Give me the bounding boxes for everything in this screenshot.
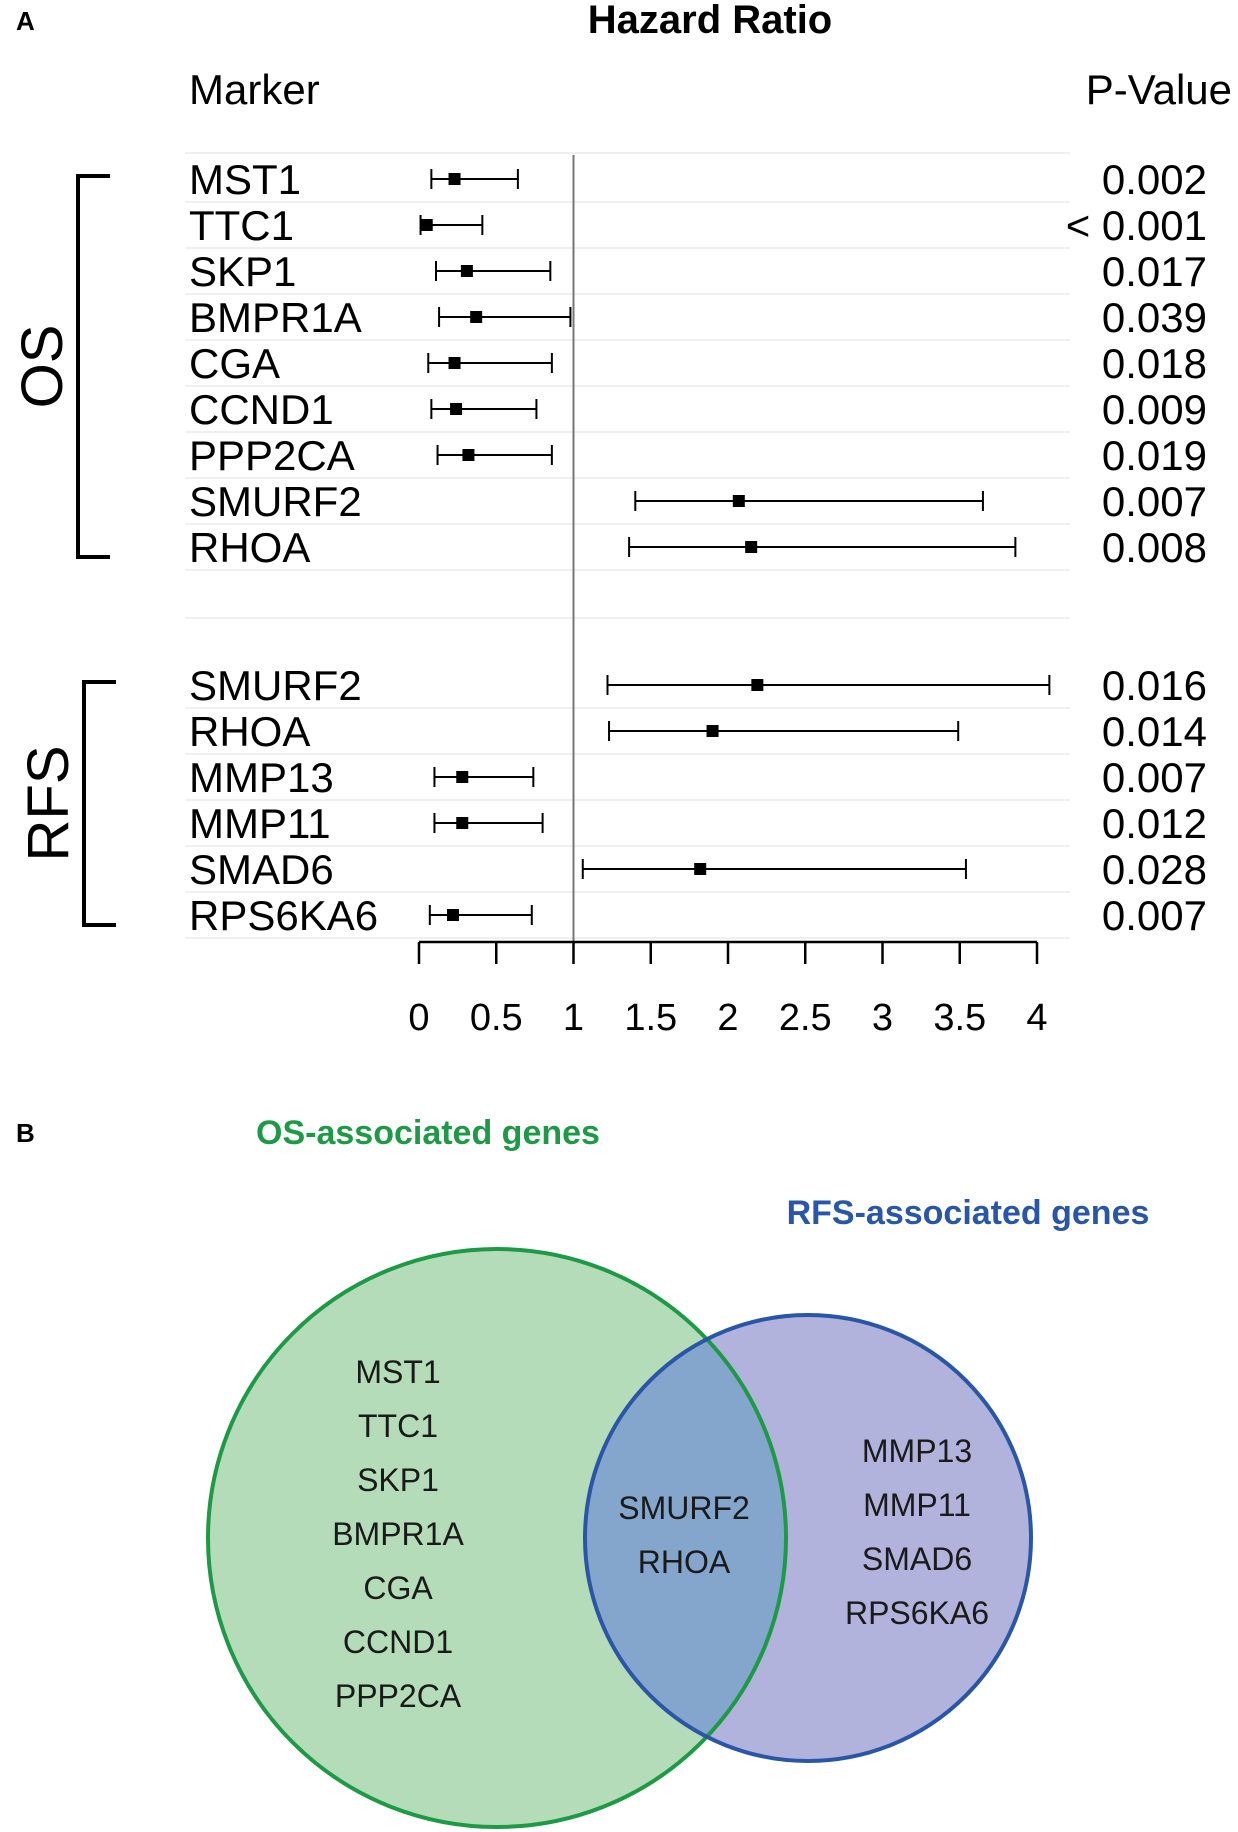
group-bracket — [76, 174, 110, 559]
venn-diagram-panel: B OS-associated genes RFS-associated gen… — [16, 1114, 1150, 1829]
venn-gene-label: SMAD6 — [862, 1541, 972, 1577]
venn-gene-label: CGA — [363, 1570, 433, 1606]
pvalue-label: 0.008 — [1102, 524, 1207, 571]
hr-point — [732, 495, 745, 507]
hr-point — [745, 541, 758, 553]
intersection-genes: SMURF2 RHOA — [618, 1490, 750, 1580]
marker-label: CGA — [189, 340, 280, 387]
marker-column-header: Marker — [189, 66, 320, 113]
hr-point — [694, 863, 707, 875]
os-only-genes: MST1 TTC1 SKP1 BMPR1A CGA CCND1 PPP2CA — [332, 1354, 464, 1714]
x-tick-label: 0 — [408, 997, 429, 1039]
marker-labels: MST1TTC1SKP1BMPR1ACGACCND1PPP2CASMURF2RH… — [189, 156, 378, 939]
pvalue-label: 0.007 — [1102, 478, 1207, 525]
pvalue-label: 0.007 — [1102, 754, 1207, 801]
x-tick-label: 1.5 — [624, 997, 677, 1039]
hr-point — [448, 173, 461, 185]
os-set-outline — [206, 1247, 788, 1829]
hr-point — [446, 909, 459, 921]
pvalue-label: 0.016 — [1102, 662, 1207, 709]
hr-point — [456, 817, 469, 829]
venn-gene-label: PPP2CA — [335, 1678, 462, 1714]
confidence-intervals — [419, 169, 1051, 925]
intersection-region — [585, 1315, 786, 1761]
hr-point — [456, 771, 469, 783]
x-tick-label: 3.5 — [933, 997, 986, 1039]
pvalue-label: 0.009 — [1102, 386, 1207, 433]
marker-label: MMP11 — [189, 800, 331, 847]
marker-label: RPS6KA6 — [189, 892, 378, 939]
panel-label-a: A — [16, 6, 35, 36]
marker-label: TTC1 — [189, 202, 294, 249]
pvalue-label: 0.039 — [1102, 294, 1207, 341]
venn-gene-label: SMURF2 — [618, 1490, 750, 1526]
x-tick-label: 2 — [717, 997, 738, 1039]
marker-label: CCND1 — [189, 386, 334, 433]
x-tick-label: 3 — [872, 997, 893, 1039]
hazard-ratio-points — [420, 173, 764, 921]
os-set-title: OS-associated genes — [256, 1114, 600, 1152]
pvalue-column-header: P-Value — [1086, 66, 1232, 113]
pvalue-label: 0.014 — [1102, 708, 1207, 755]
venn-gene-label: TTC1 — [358, 1408, 438, 1444]
marker-label: SMAD6 — [189, 846, 334, 893]
marker-label: PPP2CA — [189, 432, 355, 479]
marker-label: BMPR1A — [189, 294, 362, 341]
hr-point — [751, 679, 764, 691]
x-tick-label: 2.5 — [779, 997, 832, 1039]
pvalue-label: 0.007 — [1102, 892, 1207, 939]
venn-gene-label: CCND1 — [343, 1624, 453, 1660]
marker-label: SKP1 — [189, 248, 296, 295]
venn-gene-label: MMP11 — [863, 1487, 971, 1523]
hr-point — [460, 265, 473, 277]
x-tick-label: 1 — [563, 997, 584, 1039]
venn-gene-label: BMPR1A — [332, 1516, 464, 1552]
rfs-set-title: RFS-associated genes — [787, 1194, 1150, 1232]
marker-label: SMURF2 — [189, 662, 362, 709]
venn-gene-label: SKP1 — [357, 1462, 439, 1498]
group-brackets: OS RFS — [10, 174, 116, 927]
marker-label: RHOA — [189, 524, 310, 571]
x-tick-label: 4 — [1026, 997, 1047, 1039]
pvalue-label: 0.012 — [1102, 800, 1207, 847]
group-label: RFS — [16, 746, 81, 862]
pvalue-label: 0.017 — [1102, 248, 1207, 295]
venn-gene-label: RHOA — [638, 1544, 731, 1580]
pvalue-label: 0.028 — [1102, 846, 1207, 893]
group-bracket — [82, 680, 116, 927]
rfs-set-outline — [583, 1313, 1033, 1763]
hr-point — [450, 403, 463, 415]
rfs-only-genes: MMP13 MMP11 SMAD6 RPS6KA6 — [845, 1433, 989, 1631]
pvalue-label: 0.018 — [1102, 340, 1207, 387]
venn-gene-label: RPS6KA6 — [845, 1595, 989, 1631]
marker-label: MST1 — [189, 156, 301, 203]
hr-point — [448, 357, 461, 369]
forest-plot-panel: A Hazard Ratio Marker P-Value OS RFS MST1… — [10, 0, 1232, 1039]
venn-gene-label: MST1 — [355, 1354, 440, 1390]
marker-label: SMURF2 — [189, 478, 362, 525]
hr-point — [420, 219, 433, 231]
panel-label-b: B — [16, 1118, 35, 1148]
hr-point — [706, 725, 719, 737]
pvalue-label: 0.019 — [1102, 432, 1207, 479]
x-axis: 0 0.5 1 1.5 2 2.5 3 3.5 4 — [408, 940, 1048, 1039]
pvalue-label: < 0.001 — [1066, 202, 1207, 249]
marker-label: MMP13 — [189, 754, 334, 801]
pvalue-label: 0.002 — [1102, 156, 1207, 203]
x-tick-label: 0.5 — [470, 997, 523, 1039]
pvalue-labels: 0.002< 0.0010.0170.0390.0180.0090.0190.0… — [1066, 156, 1207, 939]
forest-plot-title: Hazard Ratio — [588, 0, 833, 42]
hr-point — [462, 449, 475, 461]
venn-gene-label: MMP13 — [862, 1433, 972, 1469]
group-label: OS — [10, 325, 75, 409]
hr-point — [470, 311, 483, 323]
row-gridlines — [185, 152, 1070, 939]
marker-label: RHOA — [189, 708, 310, 755]
